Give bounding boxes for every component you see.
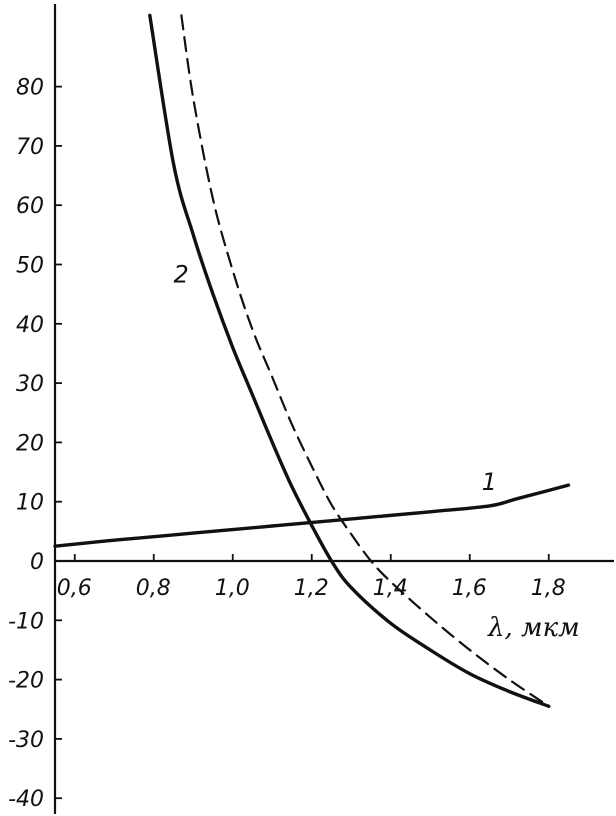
y-ticks: 80 70 60 50 40 30 20 10 0 -10 -20 -30 -40 [8,76,62,812]
series-2-line [148,13,551,708]
x-ticks: 0,6 0,8 1,0 1,2 1,4 1,6 1,8 [57,554,566,601]
y-tick-label: 0 [30,550,44,575]
annotations: 12 [174,260,497,496]
y-tick-label: -20 [8,669,44,694]
y-tick-label: 10 [16,491,44,516]
y-tick-label: 60 [16,194,44,219]
y-tick-label: -30 [8,728,44,753]
y-tick-label: -40 [8,787,44,812]
x-tick-label: 0,6 [57,576,92,601]
x-tick-label: 1,0 [215,576,250,601]
y-tick-label: 20 [16,431,44,456]
curve-label-1: 1 [482,468,497,496]
y-tick-label: 80 [16,76,44,101]
series-group [53,13,571,708]
x-tick-label: 1,8 [531,576,566,601]
axes [53,4,614,814]
series-1-line [53,483,571,548]
y-tick-label: 40 [16,313,44,338]
x-tick-label: 1,6 [452,576,487,601]
y-tick-label: 50 [16,254,44,279]
y-tick-label: -10 [8,609,44,634]
x-axis-label: λ, мкм [487,613,580,643]
y-tick-label: 70 [16,135,44,160]
series-dashed-line [180,14,550,708]
x-tick-label: 0,8 [136,576,171,601]
curve-label-2: 2 [174,260,189,288]
x-tick-label: 1,4 [373,576,408,601]
y-tick-label: 30 [16,372,44,397]
x-tick-label: 1,2 [294,576,329,601]
